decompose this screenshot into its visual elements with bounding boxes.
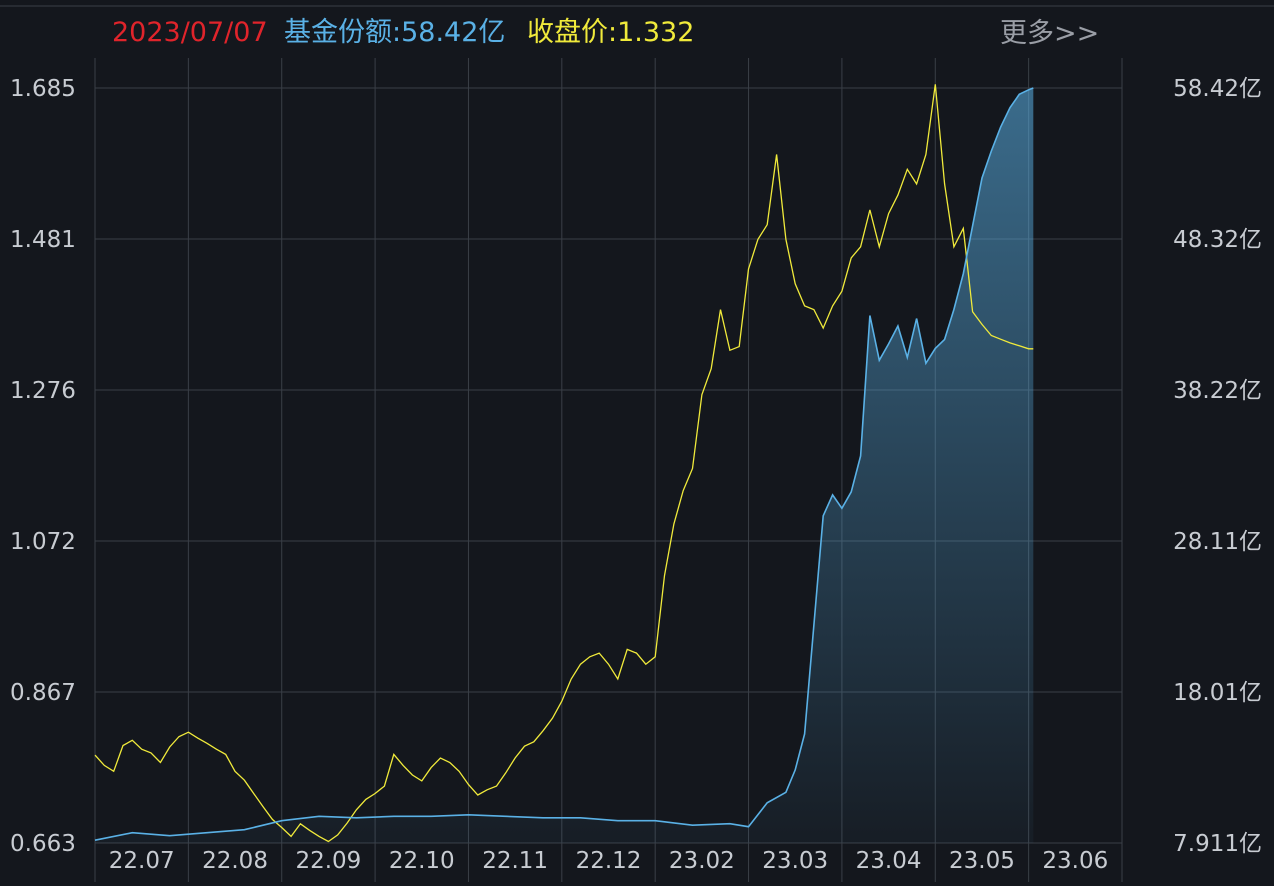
share-area-fill (95, 88, 1034, 843)
x-tick: 23.04 (856, 848, 922, 874)
price-line (94, 84, 1034, 843)
x-tick: 22.10 (389, 848, 455, 874)
series-lines (94, 84, 1034, 843)
y-right-tick: 48.32亿 (1173, 227, 1262, 253)
grid-lines (0, 5, 1274, 882)
y-left-tick: 0.663 (10, 831, 76, 857)
y-left-tick: 1.481 (10, 227, 76, 253)
y-right-tick: 58.42亿 (1173, 76, 1262, 102)
share-area (95, 88, 1034, 843)
share-line (94, 87, 1034, 841)
header-close-price: 收盘价:1.332 (527, 17, 694, 48)
more-link[interactable]: 更多>> (1000, 18, 1099, 49)
x-tick: 22.08 (202, 848, 268, 874)
x-tick: 23.06 (1042, 848, 1108, 874)
y-right-tick: 38.22亿 (1173, 378, 1262, 404)
y-left-tick: 1.276 (10, 378, 76, 404)
header-fund-share: 基金份额:58.42亿 (284, 17, 505, 48)
x-tick: 23.03 (762, 848, 828, 874)
x-tick: 22.09 (295, 848, 361, 874)
y-right-tick: 18.01亿 (1173, 680, 1262, 706)
y-left-tick: 0.867 (10, 680, 76, 706)
x-tick: 22.12 (576, 848, 642, 874)
x-tick: 23.05 (949, 848, 1015, 874)
tick-labels: 1.685 58.42亿 1.481 48.32亿 1.276 38.22亿 1.072 28… (10, 76, 1262, 874)
y-right-tick: 28.11亿 (1173, 529, 1262, 555)
y-right-tick: 7.911亿 (1173, 831, 1262, 857)
x-tick: 22.07 (109, 848, 175, 874)
x-tick: 23.02 (669, 848, 735, 874)
y-left-tick: 1.072 (10, 529, 76, 555)
header-date: 2023/07/07 (112, 17, 268, 48)
x-tick: 22.11 (482, 848, 548, 874)
y-left-tick: 1.685 (10, 76, 76, 102)
